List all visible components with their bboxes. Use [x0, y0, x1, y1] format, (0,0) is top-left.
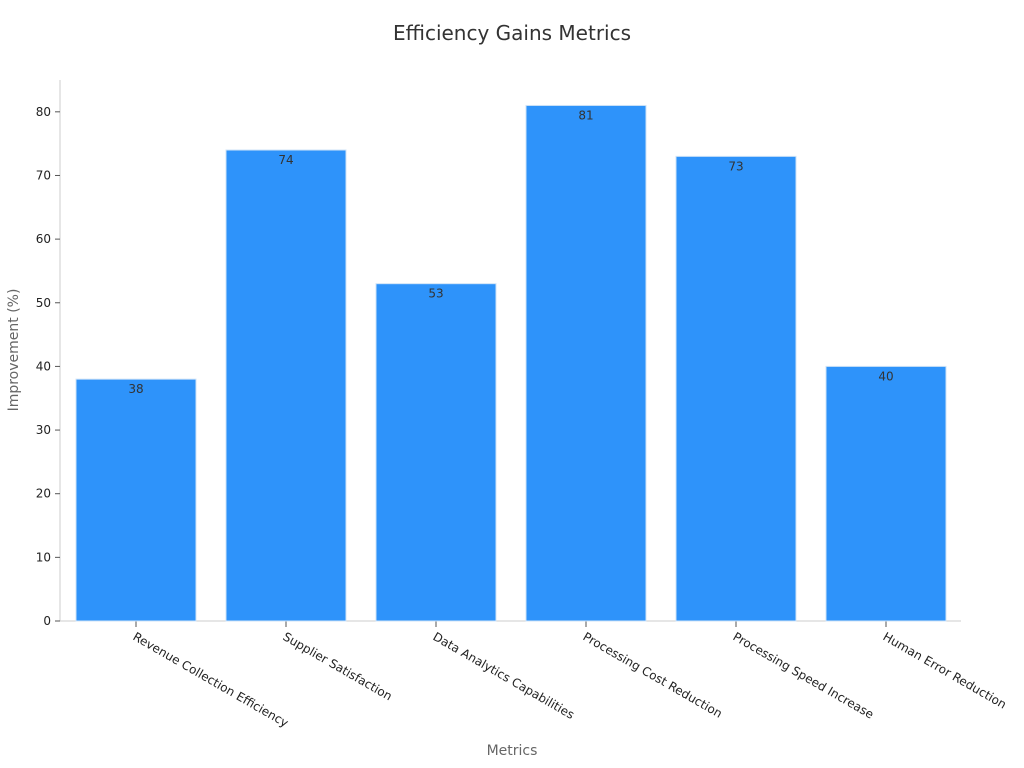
- x-tick-label: Data Analytics Capabilities: [431, 629, 577, 722]
- y-tick-label: 50: [36, 296, 51, 310]
- y-tick-label: 20: [36, 487, 51, 501]
- bar: [225, 149, 347, 622]
- chart-title: Efficiency Gains Metrics: [393, 21, 631, 45]
- bar: [825, 365, 947, 622]
- bar: [675, 155, 797, 622]
- bar: [525, 104, 647, 622]
- y-tick-label: 0: [43, 614, 51, 628]
- y-tick-label: 40: [36, 359, 51, 373]
- x-tick-label: Processing Cost Reduction: [581, 629, 725, 720]
- y-tick-label: 60: [36, 232, 51, 246]
- bar: [75, 378, 197, 622]
- x-axis-title: Metrics: [487, 743, 538, 759]
- data-label: 74: [278, 153, 293, 167]
- data-label: 40: [878, 369, 893, 383]
- data-label: 38: [128, 382, 143, 396]
- x-tick-label: Revenue Collection Efficiency: [131, 629, 291, 730]
- x-tick-label: Processing Speed Increase: [731, 629, 877, 721]
- y-tick-label: 80: [36, 105, 51, 119]
- y-tick-label: 70: [36, 168, 51, 182]
- y-tick-label: 10: [36, 550, 51, 564]
- data-label: 81: [578, 108, 593, 122]
- x-tick-label: Supplier Satisfaction: [281, 629, 395, 703]
- y-tick-label: 30: [36, 423, 51, 437]
- data-label: 53: [428, 287, 443, 301]
- x-tick-label: Human Error Reduction: [881, 629, 1009, 711]
- y-axis-title: Improvement (%): [6, 289, 22, 412]
- bar: [375, 283, 497, 622]
- data-label: 73: [728, 159, 743, 173]
